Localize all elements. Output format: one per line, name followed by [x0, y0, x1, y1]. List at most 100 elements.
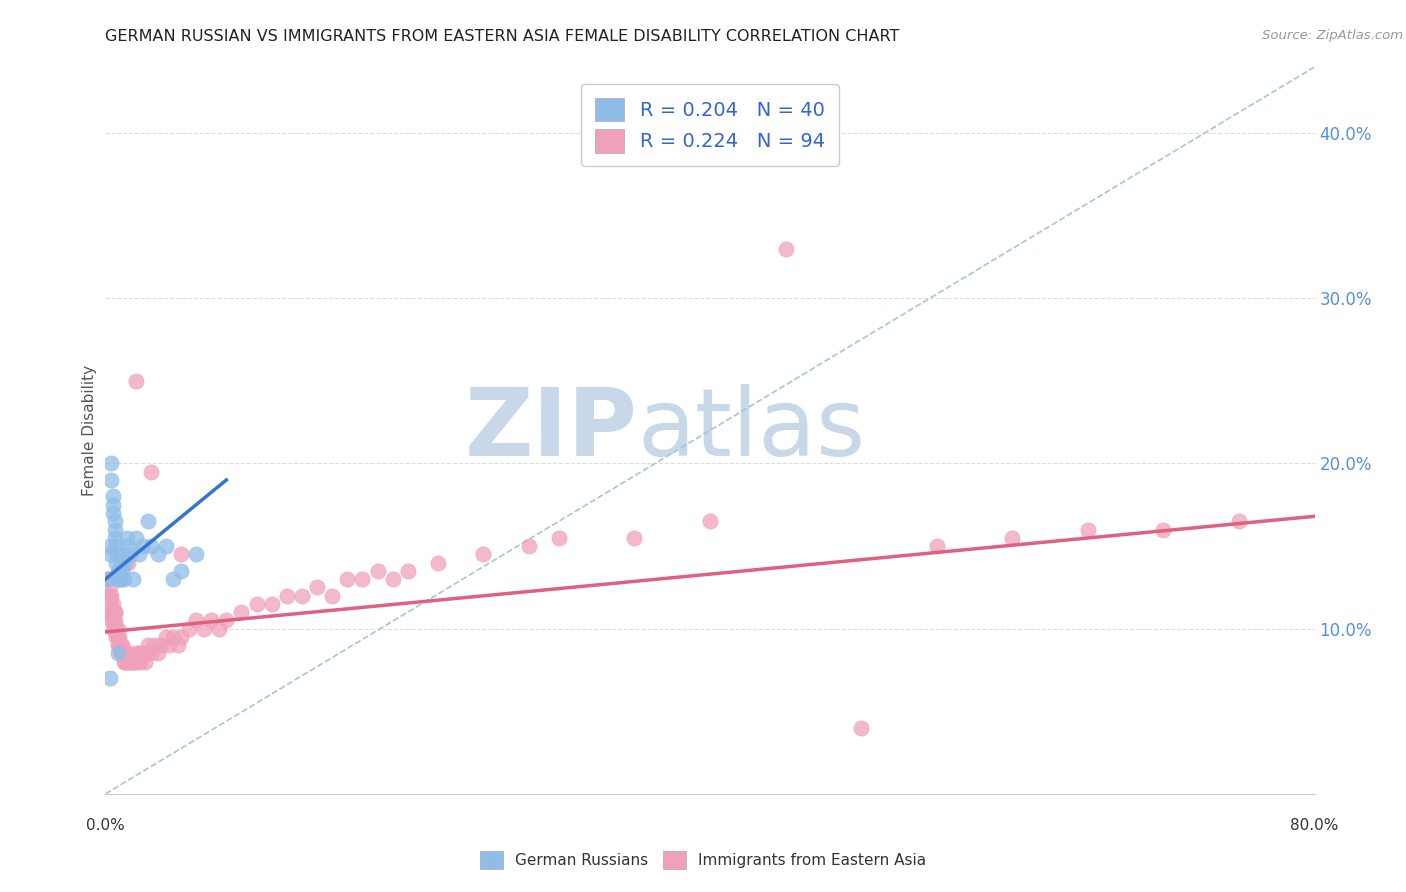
Point: [200, 614, 222, 628]
Point: [112, 572, 135, 586]
Point: [100, 473, 122, 487]
Point: [98, 597, 121, 611]
Point: [98, 547, 121, 561]
Point: [98, 580, 121, 594]
Point: [129, 655, 152, 669]
Point: [98, 589, 121, 603]
Point: [103, 514, 125, 528]
Point: [105, 556, 128, 570]
Text: atlas: atlas: [637, 384, 866, 476]
Point: [115, 647, 138, 661]
Point: [107, 572, 129, 586]
Point: [124, 374, 148, 388]
Point: [139, 647, 162, 661]
Point: [136, 638, 159, 652]
Point: [231, 605, 253, 619]
Point: [193, 622, 215, 636]
Point: [105, 547, 128, 561]
Point: [1077, 523, 1099, 537]
Text: GERMAN RUSSIAN VS IMMIGRANTS FROM EASTERN ASIA FEMALE DISABILITY CORRELATION CHA: GERMAN RUSSIAN VS IMMIGRANTS FROM EASTER…: [105, 29, 900, 44]
Point: [117, 539, 139, 553]
Point: [107, 638, 129, 652]
Point: [97, 572, 120, 586]
Point: [162, 630, 184, 644]
Point: [121, 572, 143, 586]
Point: [548, 531, 571, 545]
Point: [136, 514, 159, 528]
Point: [103, 622, 125, 636]
Point: [110, 638, 132, 652]
Point: [155, 539, 177, 553]
Point: [849, 721, 872, 735]
Point: [112, 655, 135, 669]
Point: [381, 572, 404, 586]
Point: [775, 242, 797, 256]
Point: [108, 564, 131, 578]
Point: [111, 547, 134, 561]
Point: [117, 556, 139, 570]
Point: [366, 564, 388, 578]
Point: [97, 589, 120, 603]
Y-axis label: Female Disability: Female Disability: [82, 365, 97, 496]
Point: [114, 647, 136, 661]
Point: [177, 622, 200, 636]
Point: [111, 647, 134, 661]
Point: [148, 547, 170, 561]
Point: [134, 655, 156, 669]
Text: 80.0%: 80.0%: [1291, 818, 1339, 832]
Point: [101, 498, 124, 512]
Legend: German Russians, Immigrants from Eastern Asia: German Russians, Immigrants from Eastern…: [474, 845, 932, 875]
Point: [1001, 531, 1024, 545]
Point: [157, 638, 180, 652]
Point: [117, 655, 139, 669]
Point: [101, 614, 124, 628]
Point: [103, 605, 125, 619]
Point: [427, 556, 450, 570]
Point: [101, 597, 124, 611]
Point: [115, 655, 138, 669]
Point: [148, 647, 170, 661]
Point: [98, 671, 121, 685]
Point: [122, 655, 145, 669]
Point: [117, 647, 139, 661]
Point: [110, 647, 132, 661]
Point: [112, 647, 135, 661]
Point: [108, 638, 131, 652]
Point: [111, 564, 134, 578]
Point: [170, 564, 193, 578]
Point: [105, 622, 128, 636]
Point: [132, 647, 155, 661]
Point: [118, 547, 141, 561]
Point: [110, 556, 132, 570]
Point: [98, 605, 121, 619]
Point: [186, 547, 208, 561]
Text: Source: ZipAtlas.com: Source: ZipAtlas.com: [1263, 29, 1403, 42]
Point: [186, 614, 208, 628]
Point: [111, 638, 134, 652]
Point: [135, 647, 157, 661]
Point: [118, 655, 141, 669]
Point: [101, 605, 124, 619]
Point: [107, 647, 129, 661]
Point: [121, 655, 143, 669]
Point: [128, 547, 150, 561]
Point: [1153, 523, 1175, 537]
Point: [124, 647, 148, 661]
Point: [260, 597, 283, 611]
Point: [246, 597, 269, 611]
Point: [925, 539, 948, 553]
Point: [124, 531, 148, 545]
Point: [114, 556, 136, 570]
Point: [208, 622, 231, 636]
Point: [396, 564, 419, 578]
Point: [167, 638, 190, 652]
Point: [127, 655, 149, 669]
Point: [321, 589, 343, 603]
Point: [215, 614, 238, 628]
Point: [100, 589, 122, 603]
Point: [110, 572, 132, 586]
Point: [699, 514, 721, 528]
Point: [150, 638, 173, 652]
Point: [139, 465, 162, 479]
Point: [139, 539, 162, 553]
